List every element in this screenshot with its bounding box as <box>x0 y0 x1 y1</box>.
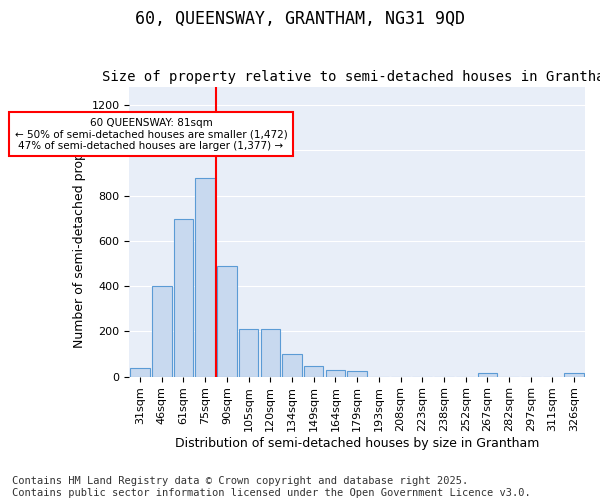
Bar <box>130 368 150 376</box>
Title: Size of property relative to semi-detached houses in Grantham: Size of property relative to semi-detach… <box>101 70 600 85</box>
Text: 60 QUEENSWAY: 81sqm
← 50% of semi-detached houses are smaller (1,472)
47% of sem: 60 QUEENSWAY: 81sqm ← 50% of semi-detach… <box>14 118 287 151</box>
Bar <box>196 178 215 376</box>
Bar <box>347 371 367 376</box>
X-axis label: Distribution of semi-detached houses by size in Grantham: Distribution of semi-detached houses by … <box>175 437 539 450</box>
Bar <box>152 286 172 376</box>
Bar <box>217 266 236 376</box>
Y-axis label: Number of semi-detached properties: Number of semi-detached properties <box>73 116 86 348</box>
Bar <box>282 354 302 376</box>
Text: 60, QUEENSWAY, GRANTHAM, NG31 9QD: 60, QUEENSWAY, GRANTHAM, NG31 9QD <box>135 10 465 28</box>
Bar <box>478 373 497 376</box>
Bar <box>174 220 193 376</box>
Bar <box>239 329 259 376</box>
Bar <box>304 366 323 376</box>
Text: Contains HM Land Registry data © Crown copyright and database right 2025.
Contai: Contains HM Land Registry data © Crown c… <box>12 476 531 498</box>
Bar <box>565 373 584 376</box>
Bar <box>260 329 280 376</box>
Bar <box>326 370 345 376</box>
